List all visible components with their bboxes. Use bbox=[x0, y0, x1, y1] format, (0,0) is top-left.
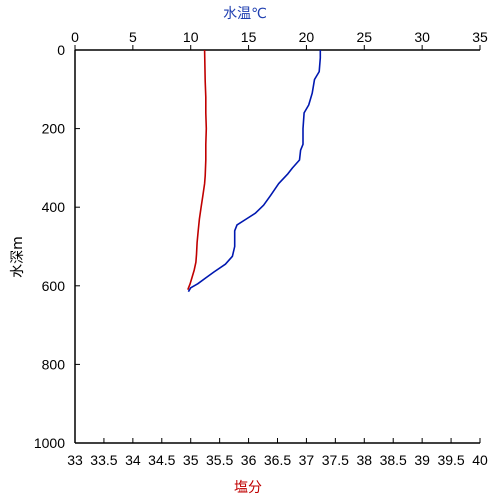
left-axis-ticks: 0 200 400 600 800 1000 bbox=[34, 42, 80, 451]
left-tick-label: 0 bbox=[57, 42, 65, 58]
bottom-tick-label: 35.5 bbox=[206, 452, 233, 468]
top-tick-label: 25 bbox=[356, 29, 372, 45]
left-tick-label: 200 bbox=[42, 121, 66, 137]
left-axis-title: 水深m bbox=[10, 236, 26, 278]
left-tick-label: 800 bbox=[42, 356, 66, 372]
top-tick-label: 10 bbox=[183, 29, 199, 45]
bottom-tick-label: 38.5 bbox=[380, 452, 407, 468]
top-axis-ticks: 0 5 10 15 20 25 30 35 bbox=[71, 29, 488, 50]
bottom-axis-ticks: 33 33.5 34 34.5 35 35.5 36 36.5 37 37.5 38 38.5 39 39… bbox=[67, 438, 488, 468]
top-tick-label: 5 bbox=[129, 29, 137, 45]
bottom-tick-label: 39 bbox=[414, 452, 430, 468]
bottom-axis-title: 塩分 bbox=[234, 480, 262, 496]
bottom-tick-label: 40 bbox=[472, 452, 488, 468]
top-tick-label: 0 bbox=[71, 29, 79, 45]
left-tick-label: 600 bbox=[42, 278, 66, 294]
left-tick-label: 400 bbox=[42, 199, 66, 215]
bottom-tick-label: 33 bbox=[67, 452, 83, 468]
series-layer bbox=[187, 49, 322, 293]
axes bbox=[74, 49, 480, 444]
bottom-tick-label: 37.5 bbox=[322, 452, 349, 468]
top-tick-label: 35 bbox=[472, 29, 488, 45]
bottom-tick-label: 38 bbox=[356, 452, 372, 468]
top-tick-label: 30 bbox=[414, 29, 430, 45]
bottom-tick-label: 36 bbox=[241, 452, 257, 468]
left-tick-label: 1000 bbox=[34, 435, 65, 451]
bottom-tick-label: 36.5 bbox=[264, 452, 291, 468]
top-axis-title: 水温℃ bbox=[223, 6, 267, 22]
top-tick-label: 20 bbox=[299, 29, 315, 45]
bottom-tick-label: 35 bbox=[183, 452, 199, 468]
bottom-tick-label: 34.5 bbox=[148, 452, 175, 468]
salinity-series-line bbox=[187, 49, 208, 290]
bottom-tick-label: 34 bbox=[125, 452, 141, 468]
bottom-tick-label: 37 bbox=[299, 452, 315, 468]
bottom-tick-label: 33.5 bbox=[90, 452, 117, 468]
temperature-series-line bbox=[187, 50, 322, 293]
bottom-tick-label: 39.5 bbox=[437, 452, 464, 468]
top-tick-label: 15 bbox=[241, 29, 257, 45]
